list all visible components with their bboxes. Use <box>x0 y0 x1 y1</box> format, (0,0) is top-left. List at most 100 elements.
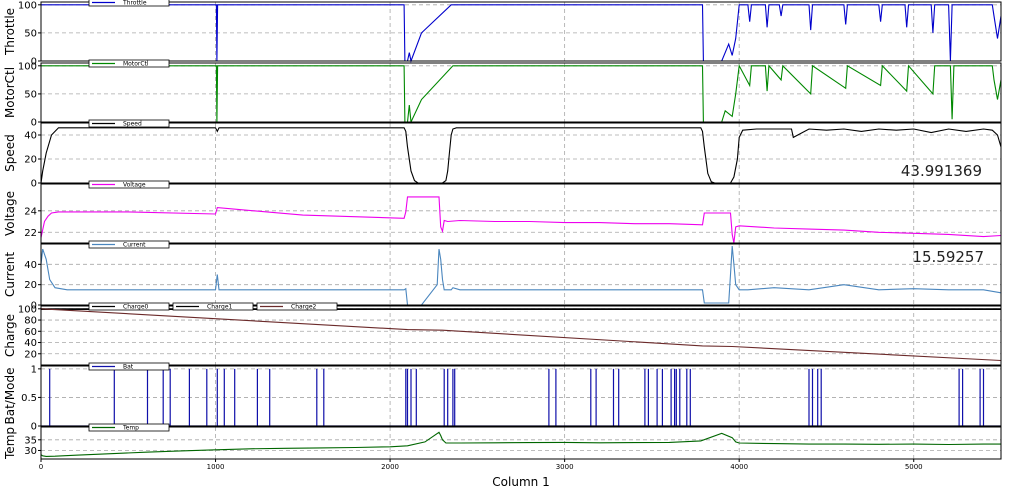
series-line-speed <box>40 127 1002 184</box>
legend: Current <box>88 240 170 249</box>
y-axis-label: Bat/Mode <box>3 367 17 424</box>
panel-batmode: 0 0.5 1 Bat/Mode Bat <box>3 362 1002 433</box>
y-tick-label: 0 <box>31 179 37 190</box>
panel-frame <box>40 62 1002 123</box>
plot-area <box>41 244 1001 305</box>
y-tick-label: 30 <box>24 446 37 457</box>
panel-frame <box>40 365 1002 427</box>
series-line-motorctl <box>41 64 1002 125</box>
y-tick-label: 20 <box>24 349 37 360</box>
x-tick-label: 1000 <box>207 463 225 471</box>
legend-box <box>88 0 170 7</box>
y-tick-label: 24 <box>24 206 37 217</box>
y-tick-label: 0 <box>31 301 37 312</box>
series-line-current <box>40 245 1002 306</box>
x-tick-label: 0 <box>39 463 43 471</box>
legend-entry: MotorCtl <box>123 61 149 68</box>
y-axis-label: Current <box>3 252 17 297</box>
panel-frame <box>40 122 1002 184</box>
series-line-charge2 <box>40 308 1002 362</box>
value-readouts: 43.991369 15.59257 <box>901 162 984 266</box>
y-tick-label: 100 <box>18 304 37 315</box>
plot-area <box>41 123 1001 183</box>
y-tick-label: 50 <box>24 28 37 39</box>
y-tick-label: 0 <box>31 57 37 68</box>
x-axis: 0 1000 2000 3000 4000 5000 <box>39 459 923 471</box>
panel-current: 0 20 40 Current Current <box>3 240 1002 312</box>
legend-entry: Voltage <box>123 182 146 189</box>
y-axis-label: Voltage <box>3 191 17 236</box>
y-tick-label: 40 <box>24 131 37 142</box>
panel-voltage: 22 24 Voltage Voltage <box>3 180 1002 244</box>
legend-entry: Current <box>123 242 146 249</box>
panel-frame <box>40 1 1002 62</box>
readout-speed: 43.991369 <box>901 162 982 180</box>
y-tick-label: 1 <box>31 364 37 375</box>
legend-entry: Speed <box>123 121 142 128</box>
legend-entry: Charge0 <box>123 304 149 311</box>
legend-entry: Bat <box>123 364 134 371</box>
legend-box <box>256 302 338 311</box>
legend-box <box>88 59 170 68</box>
legend: Voltage <box>88 180 170 189</box>
legend-box <box>88 362 170 371</box>
x-tick-label: 5000 <box>905 463 923 471</box>
y-tick-label: 22 <box>24 228 37 239</box>
y-tick-label: 35 <box>24 435 37 446</box>
plot-area <box>41 2 1001 61</box>
legend: Charge0 Charge1 Charge2 <box>88 302 338 311</box>
y-tick-label: 60 <box>24 327 37 338</box>
series-line-throttle <box>41 4 1002 63</box>
legend: Temp <box>88 423 170 432</box>
panels-layer: 050100ThrottleThrottle050100MotorCtlMoto… <box>3 0 1002 460</box>
panel-speed: 0 20 40 Speed Speed <box>3 119 1002 190</box>
series-line-temp <box>40 431 1001 457</box>
legend-entry: Throttle <box>122 0 147 7</box>
readout-current: 15.59257 <box>912 248 984 266</box>
panel-frame <box>40 183 1002 244</box>
plot-area <box>41 366 1001 426</box>
legend-entry: Charge2 <box>291 304 317 311</box>
y-tick-label: 50 <box>24 89 37 100</box>
legend: Bat <box>88 362 170 371</box>
y-axis-label: MotorCtl <box>3 67 17 118</box>
y-axis-label: Charge <box>3 314 17 357</box>
legend-box <box>88 119 170 128</box>
y-tick-label: 100 <box>18 61 37 72</box>
y-tick-label: 40 <box>24 338 37 349</box>
legend-box <box>88 423 170 432</box>
x-tick-label: 4000 <box>730 463 748 471</box>
legend: MotorCtl <box>88 59 170 68</box>
y-tick-label: 40 <box>24 260 37 271</box>
legend-box <box>88 180 170 189</box>
y-tick-label: 20 <box>24 155 37 166</box>
y-axis-label: Speed <box>3 134 17 172</box>
legend-box <box>172 302 254 311</box>
legend: Speed <box>88 119 170 128</box>
y-tick-label: 100 <box>18 0 37 11</box>
plot-area <box>41 63 1001 122</box>
legend-entry: Temp <box>122 425 139 432</box>
legend-box <box>88 302 170 311</box>
plot-area <box>41 306 1001 365</box>
panel-frame <box>40 426 1002 460</box>
panel-frame <box>40 305 1002 366</box>
legend-box <box>88 240 170 249</box>
x-tick-label: 2000 <box>381 463 399 471</box>
y-tick-label: 0 <box>31 118 37 129</box>
y-tick-label: 0.5 <box>21 393 37 404</box>
y-tick-label: 0 <box>31 422 37 433</box>
legend-entry: Charge1 <box>207 304 233 311</box>
x-tick-label: 3000 <box>556 463 574 471</box>
panel-frame <box>40 243 1002 306</box>
y-axis-label: Throttle <box>3 8 17 56</box>
x-axis-label: Column 1 <box>492 475 549 489</box>
y-axis-label: Temp <box>3 427 17 460</box>
y-tick-label: 80 <box>24 316 37 327</box>
